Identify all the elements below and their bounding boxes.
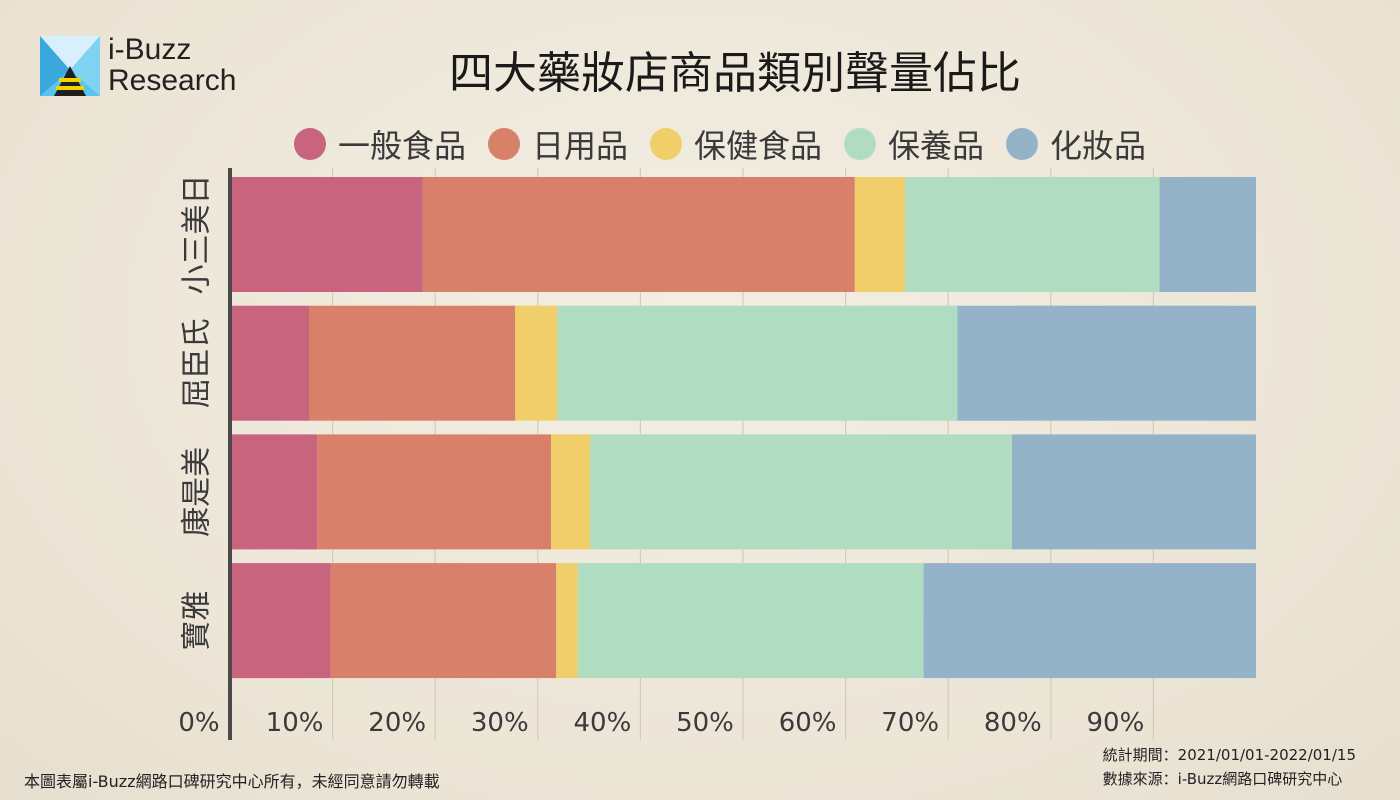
x-tick-label: 60% xyxy=(779,708,837,738)
chart-title: 四大藥妝店商品類別聲量佔比 xyxy=(449,48,1021,99)
x-tick-label: 50% xyxy=(676,708,734,738)
bar-segment xyxy=(923,563,1256,679)
brand-wordmark: i-Buzz Research xyxy=(108,34,236,96)
x-tick-label: 20% xyxy=(368,708,426,738)
legend-swatch xyxy=(1006,128,1039,160)
legend-swatch xyxy=(649,128,682,160)
brand-line-1: i-Buzz xyxy=(108,33,192,66)
bar-segment xyxy=(230,305,310,421)
bar-segment xyxy=(556,563,578,679)
category-label: 小三美日 xyxy=(180,175,215,295)
brand-line-2: Research xyxy=(108,64,237,97)
legend-swatch xyxy=(844,128,876,160)
x-tick-label: 0% xyxy=(178,708,219,738)
bar-segment xyxy=(309,305,516,421)
bar-segment xyxy=(854,177,906,292)
legend-label: 化妝品 xyxy=(1050,127,1147,165)
copyright-note: 本圖表屬i-Buzz網路口碑研究中心所有，未經同意請勿轉載 xyxy=(24,772,440,791)
legend-item: 化妝品 xyxy=(1006,121,1146,167)
legend-item: 日用品 xyxy=(487,121,628,167)
category-label: 寶雅 xyxy=(180,591,215,651)
period-note: 統計期間：2021/01/01-2022/01/15 xyxy=(1102,746,1356,764)
legend-swatch xyxy=(487,128,520,160)
legend-swatch xyxy=(293,128,326,160)
x-tick-label: 70% xyxy=(881,708,939,738)
source-info: 統計期間：2021/01/01-2022/01/15 數據來源：i-Buzz網路… xyxy=(1103,743,1356,791)
bar-segment xyxy=(905,177,1160,292)
legend-item: 一般食品 xyxy=(293,121,466,167)
bar-segment xyxy=(515,305,558,421)
legend-label: 保養品 xyxy=(888,127,985,165)
bar-segment xyxy=(1159,177,1256,292)
bar-segment xyxy=(590,434,1012,550)
legend-item: 保養品 xyxy=(844,121,984,167)
chart-legend: 一般食品 日用品 保健食品 保養品 化妝品 xyxy=(240,120,1200,168)
legend-label: 一般食品 xyxy=(337,127,466,165)
source-note: 數據來源：i-Buzz網路口碑研究中心 xyxy=(1102,770,1343,788)
category-label: 康是美 xyxy=(180,447,215,537)
category-label: 屈臣氏 xyxy=(180,318,215,408)
legend-item: 保健食品 xyxy=(649,121,822,167)
bar-segment xyxy=(1011,434,1256,550)
x-tick-label: 40% xyxy=(574,708,632,738)
bar-segment xyxy=(317,434,552,550)
x-tick-label: 10% xyxy=(266,708,324,738)
legend-label: 保健食品 xyxy=(693,127,822,165)
bar-segment xyxy=(230,563,331,679)
bar-segment xyxy=(230,434,318,550)
bar-segment xyxy=(330,563,557,679)
x-tick-label: 90% xyxy=(1087,708,1145,738)
legend-label: 日用品 xyxy=(531,127,628,165)
bar-segment xyxy=(230,177,423,292)
x-tick-label: 80% xyxy=(984,708,1042,738)
ibuzz-logo: i-Buzz Research xyxy=(40,34,280,96)
x-tick-label: 30% xyxy=(471,708,529,738)
bar-segment xyxy=(577,563,924,679)
bar-segment xyxy=(557,305,958,421)
ibuzz-logo-icon xyxy=(40,36,100,96)
bar-segment xyxy=(957,305,1256,421)
bar-segment xyxy=(422,177,855,292)
bar-segment xyxy=(551,434,591,550)
